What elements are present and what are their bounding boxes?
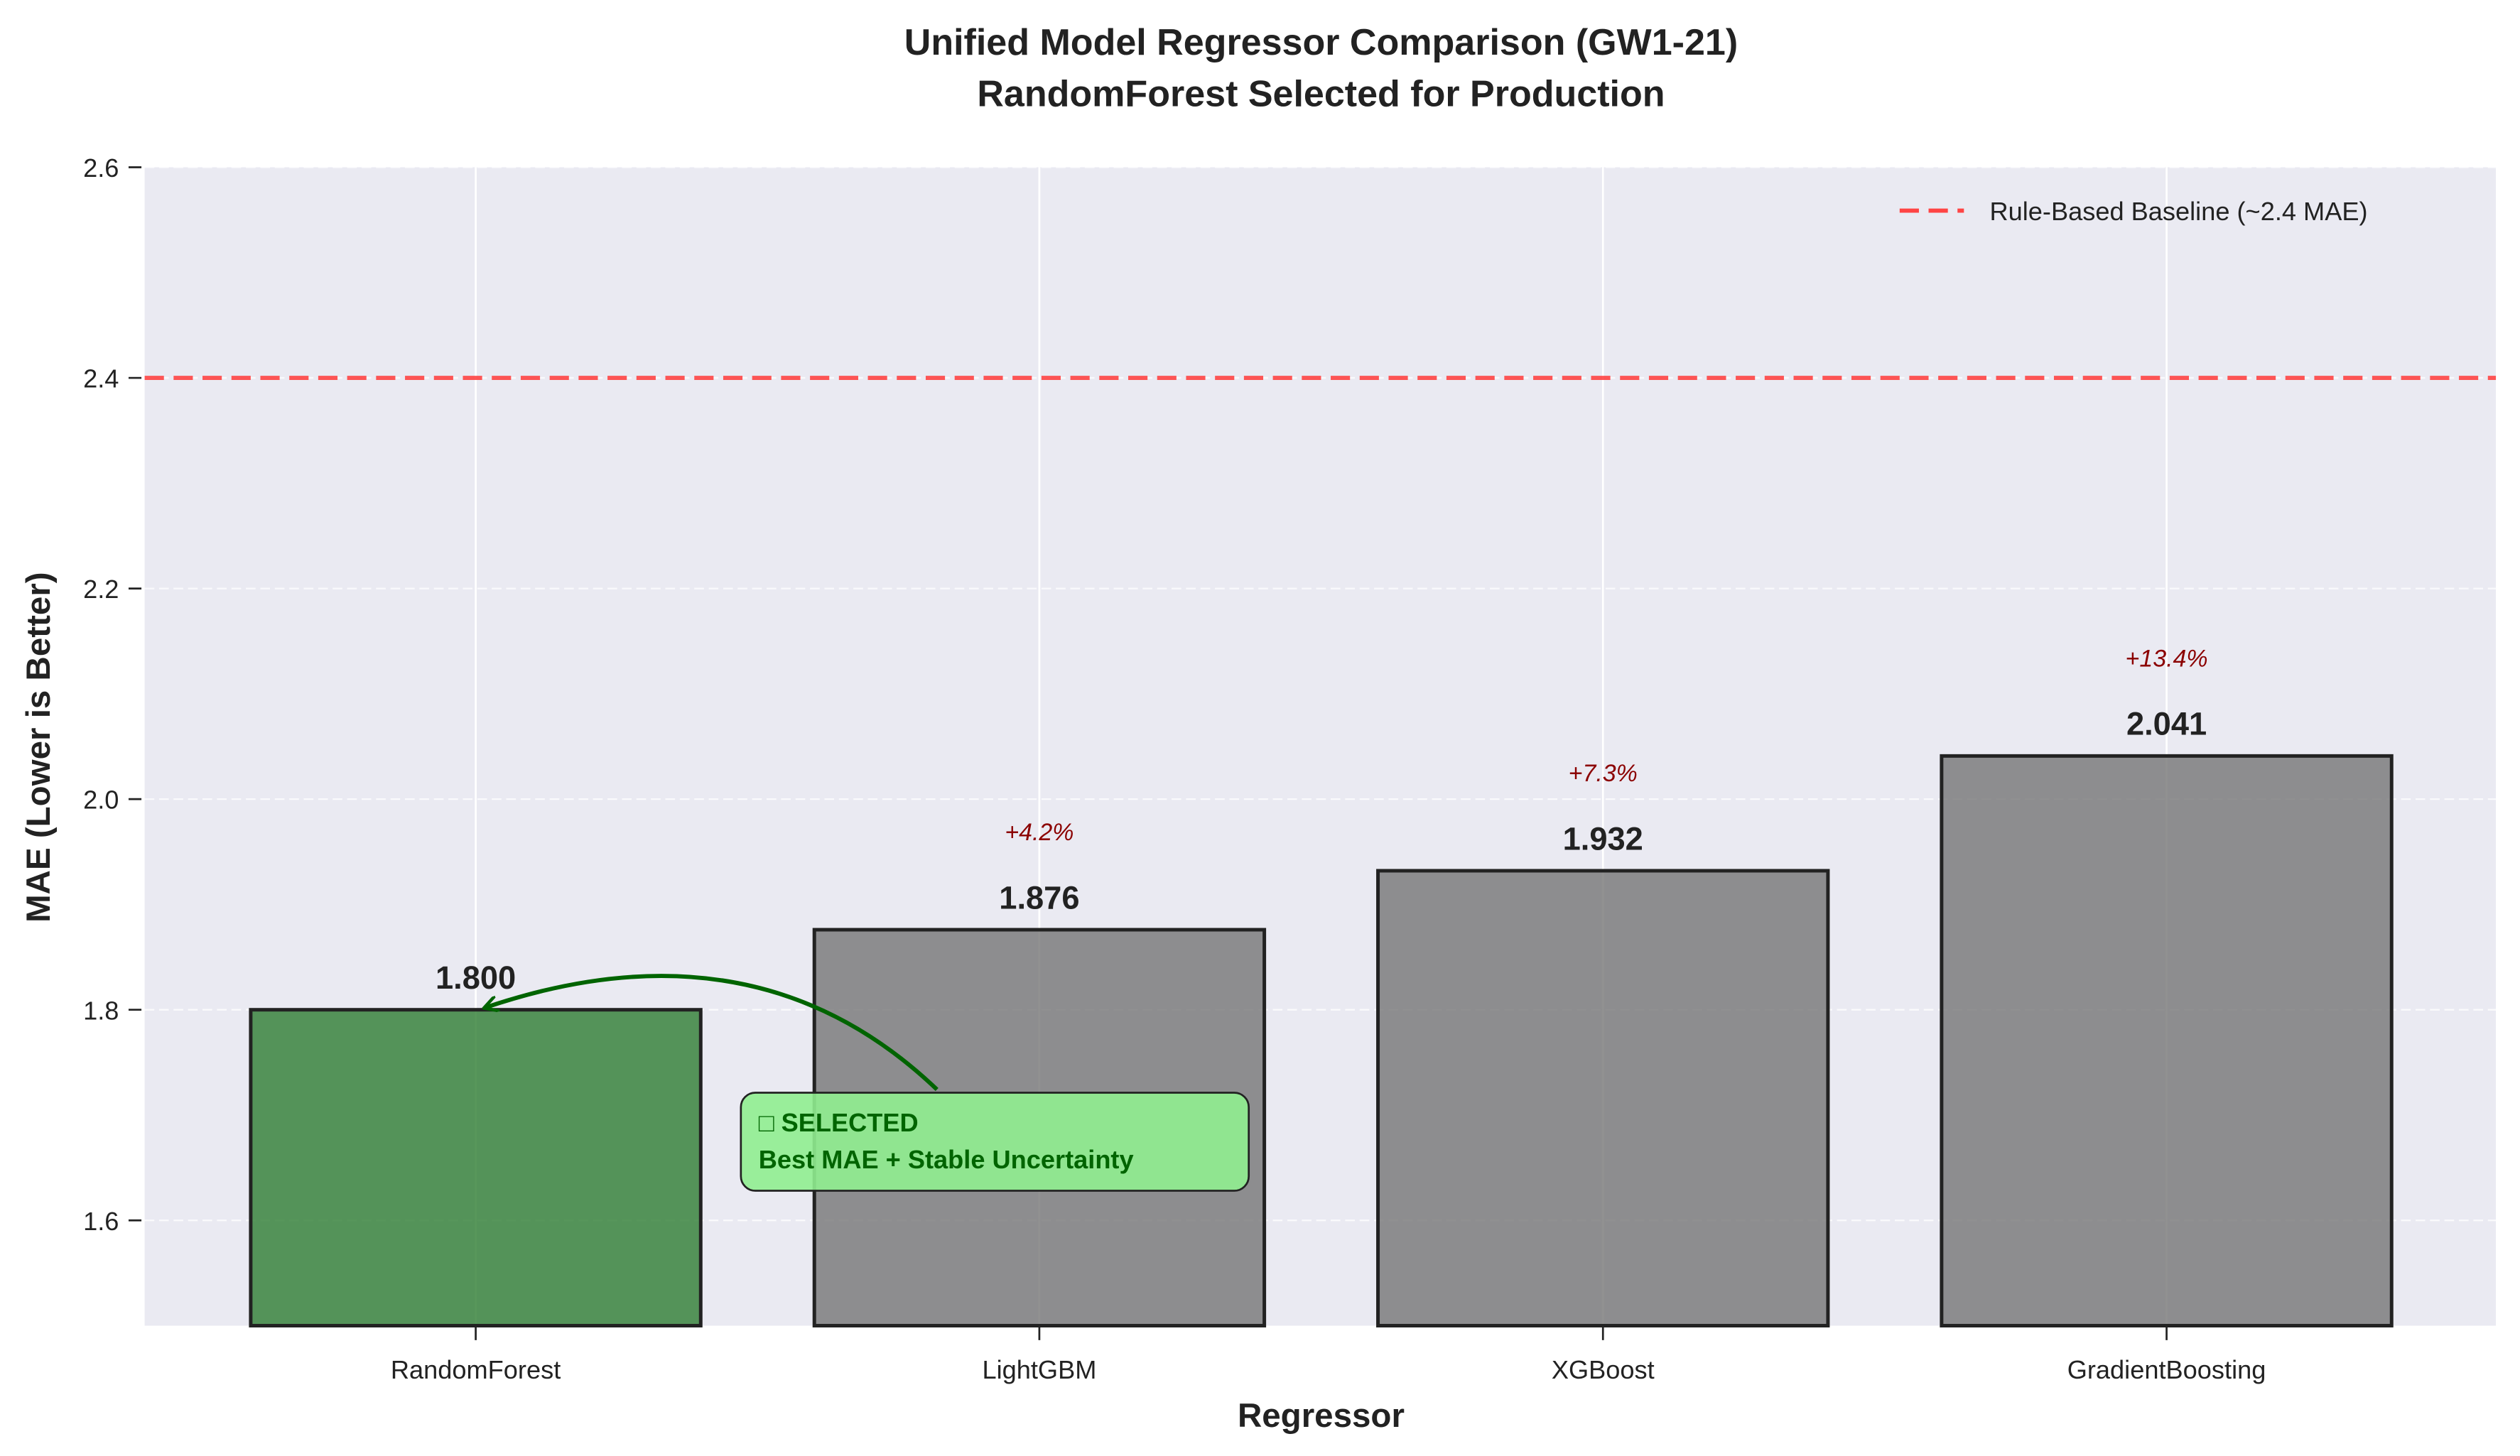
- chart-subtitle: RandomForest Selected for Production: [977, 74, 1665, 115]
- legend-baseline-label: Rule-Based Baseline (~2.4 MAE): [1990, 197, 2368, 226]
- value-label: 1.932: [1563, 820, 1643, 857]
- bar-randomforest: [249, 1008, 703, 1327]
- y-tick-label: 2.0: [83, 786, 119, 815]
- x-tick-label: GradientBoosting: [2067, 1355, 2266, 1384]
- y-tick-label: 2.6: [83, 153, 119, 183]
- x-axis-label: Regressor: [1238, 1397, 1405, 1435]
- value-label: 1.876: [999, 879, 1079, 916]
- pct-label: +13.4%: [2126, 645, 2208, 672]
- value-label: 2.041: [2126, 706, 2207, 742]
- selected-annotation: □ SELECTED Best MAE + Stable Uncertainty: [485, 974, 1250, 1192]
- chart-title: Unified Model Regressor Comparison (GW1-…: [904, 22, 1738, 63]
- pct-label: +7.3%: [1569, 760, 1638, 787]
- y-axis-label: MAE (Lower is Better): [20, 572, 58, 923]
- bar-xgboost: [1376, 869, 1830, 1327]
- x-tick-label: XGBoost: [1552, 1355, 1655, 1384]
- annotation-box: [740, 1092, 1250, 1192]
- y-tick-label: 2.2: [83, 575, 119, 604]
- y-tick-label: 1.6: [83, 1207, 119, 1236]
- x-tick-label: RandomForest: [391, 1355, 561, 1384]
- annotation-line2: Best MAE + Stable Uncertainty: [759, 1145, 1134, 1174]
- y-tick-label: 1.8: [83, 996, 119, 1025]
- bar-gradientboosting: [1940, 754, 2394, 1327]
- annotation-line1: □ SELECTED: [759, 1108, 919, 1137]
- legend: Rule-Based Baseline (~2.4 MAE): [1899, 197, 2368, 226]
- pct-label: +4.2%: [1005, 819, 1074, 846]
- y-tick-label: 2.4: [83, 364, 119, 393]
- value-label: 1.800: [436, 960, 516, 996]
- annotation-arrow: [485, 974, 939, 1092]
- x-tick-label: LightGBM: [982, 1355, 1096, 1384]
